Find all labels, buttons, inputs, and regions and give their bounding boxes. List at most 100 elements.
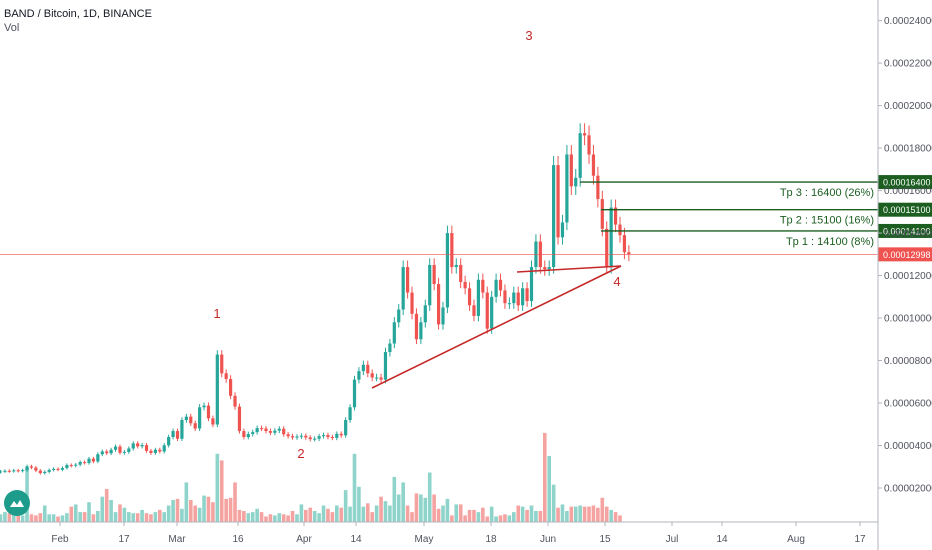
- candle-body: [357, 371, 361, 380]
- candle-body: [25, 466, 29, 471]
- volume-bar: [401, 482, 405, 522]
- candle-body: [91, 458, 96, 462]
- candle-body: [339, 433, 343, 436]
- volume-bar: [565, 511, 569, 522]
- volume-bar: [273, 515, 277, 522]
- volume-bar: [472, 509, 476, 522]
- volume-bar: [454, 504, 459, 522]
- candle-body: [237, 406, 242, 432]
- candle-body: [344, 420, 348, 436]
- volume-bar: [445, 498, 450, 522]
- volume-bars: [0, 432, 622, 522]
- candle-body: [516, 292, 520, 306]
- candle-body: [397, 309, 401, 323]
- candle-body: [7, 470, 11, 472]
- volume-bar: [96, 511, 100, 522]
- candle-body: [419, 322, 423, 340]
- candle-body: [521, 288, 525, 306]
- volume-bar: [569, 506, 574, 522]
- volume-bar: [321, 505, 326, 522]
- volume-bar: [184, 482, 189, 522]
- volume-bar: [149, 514, 153, 522]
- candle-body: [211, 418, 215, 425]
- x-tick-label: 15: [599, 534, 611, 545]
- candle-body: [242, 431, 246, 438]
- volume-bar: [551, 484, 556, 522]
- candle-body: [12, 470, 16, 472]
- volume-bar: [295, 514, 299, 522]
- volume-bar: [246, 513, 251, 522]
- volume-bar: [618, 515, 622, 522]
- x-tick-label: 14: [716, 534, 728, 545]
- volume-bar: [383, 501, 388, 522]
- symbol-title[interactable]: BAND / Bitcoin, 1D, BINANCE: [4, 8, 152, 20]
- candle-body: [277, 428, 281, 431]
- volume-bar: [60, 515, 65, 522]
- volume-bar: [47, 514, 51, 522]
- y-tick-label: 0.00006000: [884, 399, 932, 410]
- volume-bar: [299, 504, 304, 522]
- volume-bar: [224, 498, 228, 522]
- volume-bar: [317, 513, 321, 522]
- candle-body: [454, 264, 458, 268]
- candle-body: [605, 228, 609, 268]
- volume-bar: [339, 507, 344, 522]
- candle-body: [47, 469, 51, 472]
- volume-bar: [427, 472, 432, 522]
- candle-body: [144, 445, 149, 451]
- x-tick-label: 18: [485, 534, 497, 545]
- candle-body: [105, 451, 109, 454]
- wave-label: 1: [213, 306, 220, 321]
- volume-bar: [281, 514, 286, 522]
- wave-label: 3: [525, 28, 532, 43]
- volume-bar: [69, 506, 74, 522]
- volume-bar: [104, 489, 109, 522]
- volume-bar: [135, 513, 140, 522]
- candle-body: [622, 235, 627, 253]
- candle-body: [476, 279, 480, 316]
- candle-body: [481, 279, 485, 293]
- candle-body: [335, 433, 339, 438]
- candles: [0, 123, 631, 475]
- volume-indicator-label[interactable]: Vol: [4, 22, 20, 34]
- candle-body: [52, 468, 56, 470]
- candle-body: [184, 416, 188, 421]
- volume-bar: [3, 512, 7, 522]
- current-price-label: 0.00012998: [883, 250, 931, 260]
- candle-body: [220, 354, 224, 374]
- volume-bar: [255, 508, 259, 522]
- volume-bar: [423, 497, 428, 522]
- candle-body: [383, 352, 388, 380]
- candle-body: [255, 428, 259, 433]
- volume-bar: [197, 507, 202, 522]
- volume-bar: [264, 516, 268, 522]
- volume-bar: [573, 506, 578, 522]
- volume-bar: [0, 514, 3, 522]
- tradingview-logo-icon[interactable]: [4, 490, 30, 516]
- candle-body: [0, 471, 3, 473]
- volume-bar: [458, 504, 463, 522]
- candle-body: [109, 449, 113, 454]
- candle-body: [229, 379, 233, 396]
- volume-bar: [20, 515, 25, 522]
- volume-bar: [348, 506, 352, 522]
- volume-bar: [330, 512, 335, 522]
- candle-body: [392, 322, 396, 344]
- candle-body: [149, 450, 153, 453]
- candle-body: [136, 443, 140, 447]
- annotations: 0.00012998 Tp 1 : 14100 (8%) 0.00014100 Tp …: [0, 28, 932, 461]
- candle-body: [113, 446, 118, 450]
- candle-body: [512, 292, 516, 304]
- y-tick-label: 0.00002000: [884, 484, 932, 495]
- candle-body: [370, 373, 374, 378]
- y-tick-label: 0.00008000: [884, 356, 932, 367]
- volume-bar: [463, 515, 467, 522]
- candle-body: [583, 133, 587, 136]
- candle-body: [556, 165, 560, 238]
- volume-bar: [290, 511, 295, 522]
- volume-bar: [613, 512, 618, 522]
- volume-bar: [237, 509, 242, 522]
- volume-bar: [370, 512, 374, 522]
- y-tick-label: 0.00004000: [884, 441, 932, 452]
